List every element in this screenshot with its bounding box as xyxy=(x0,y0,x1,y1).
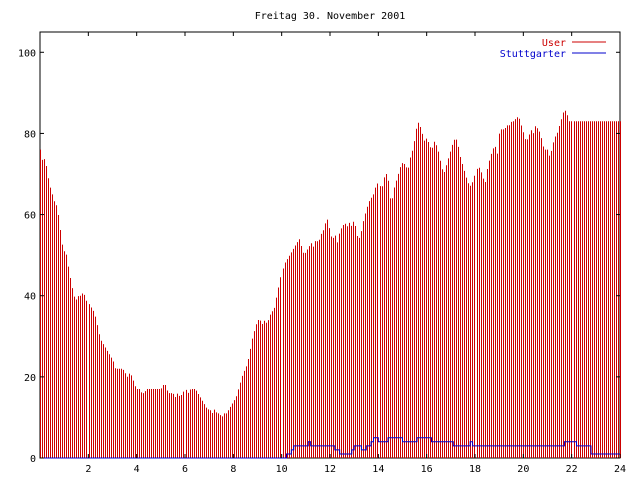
x-tick-label: 18 xyxy=(469,464,481,475)
stuttgarter-series-group xyxy=(40,437,620,459)
x-tick-label: 2 xyxy=(85,464,91,475)
x-tick-label: 12 xyxy=(324,464,336,475)
chart-title: Freitag 30. November 2001 xyxy=(255,11,406,22)
x-tick-label: 16 xyxy=(421,464,433,475)
y-tick-label: 60 xyxy=(24,211,36,222)
y-tick-label: 80 xyxy=(24,129,36,140)
x-tick-label: 6 xyxy=(182,464,188,475)
x-tick-label: 8 xyxy=(230,464,236,475)
x-tick-label: 14 xyxy=(372,464,384,475)
x-tick-label: 10 xyxy=(276,464,288,475)
legend-label-stuttgarter: Stuttgarter xyxy=(500,49,566,60)
legend: User Stuttgarter xyxy=(500,38,606,60)
user-series-bars xyxy=(40,110,621,458)
y-tick-label: 0 xyxy=(30,454,36,465)
y-tick-label: 100 xyxy=(18,48,36,59)
x-tick-label: 20 xyxy=(517,464,529,475)
y-tick-label: 40 xyxy=(24,292,36,303)
y-tick-label: 20 xyxy=(24,373,36,384)
stuttgarter-line xyxy=(40,437,620,459)
x-tick-label: 22 xyxy=(566,464,578,475)
legend-label-user: User xyxy=(542,38,566,49)
x-tick-label: 24 xyxy=(614,464,626,475)
x-tick-label: 4 xyxy=(134,464,140,475)
